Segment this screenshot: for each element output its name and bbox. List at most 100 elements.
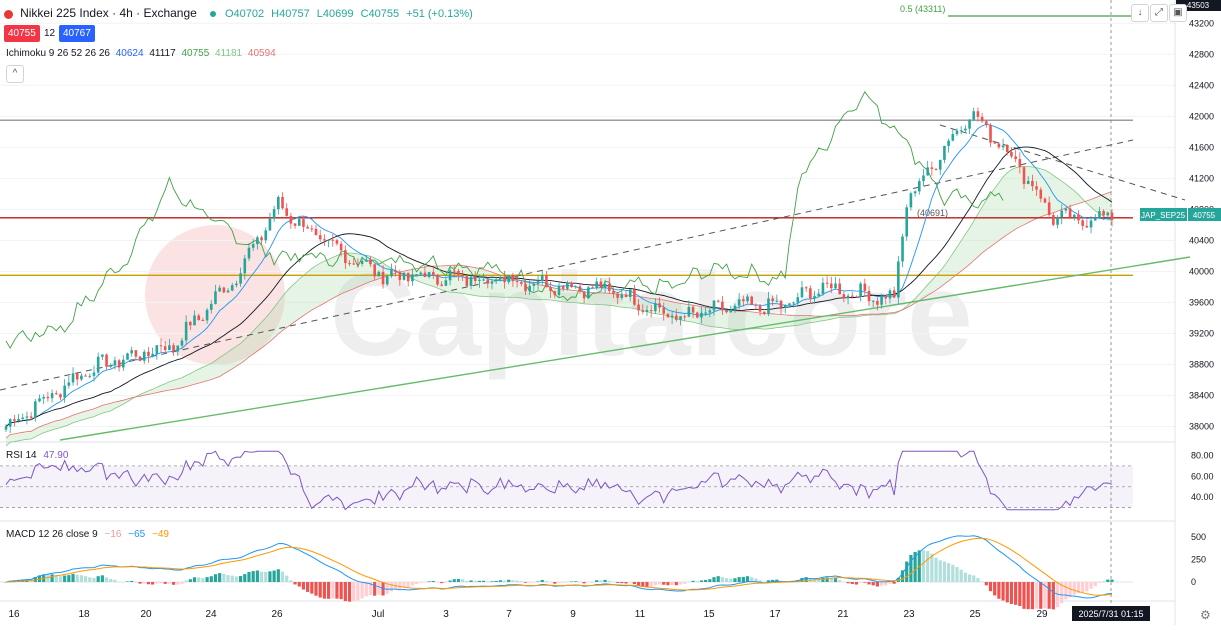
- macd-histogram-bar: [406, 582, 410, 588]
- candle-body: [959, 130, 963, 132]
- rsi-tick-label: 80.00: [1191, 450, 1214, 460]
- macd-histogram-bar: [490, 581, 494, 582]
- candle: [742, 295, 745, 307]
- macd-histogram-bar: [817, 579, 821, 582]
- ohlc-low: L40699: [316, 8, 354, 20]
- macd-histogram-bar: [921, 550, 926, 582]
- top-price-tag: [1176, 0, 1221, 11]
- candle: [490, 279, 494, 290]
- candle-body: [84, 375, 87, 377]
- axes: 4320042800424004200041600412004080040400…: [8, 0, 1221, 621]
- candle: [155, 345, 159, 360]
- candle-body: [1005, 145, 1009, 153]
- candle-body: [63, 385, 66, 398]
- macd-histogram-bar: [176, 582, 180, 585]
- collapse-legend-button[interactable]: ^: [6, 65, 24, 83]
- candle-body: [390, 270, 393, 277]
- macd-legend[interactable]: MACD 12 26 close 9 −16 −65 −49: [6, 529, 169, 540]
- macd-histogram-bar: [775, 579, 779, 582]
- macd-histogram-bar: [1014, 582, 1018, 605]
- macd-histogram-bar: [951, 564, 955, 582]
- candle: [591, 286, 594, 289]
- candle: [1068, 204, 1072, 220]
- candle: [1052, 212, 1055, 227]
- candle-body: [817, 293, 821, 297]
- candle-body: [1110, 212, 1114, 220]
- candle-body: [239, 273, 242, 284]
- candle-body: [126, 353, 129, 360]
- candle-body: [700, 312, 703, 318]
- macd-histogram-bar: [859, 582, 863, 583]
- candle: [746, 294, 749, 304]
- macd-histogram-bar: [549, 582, 553, 583]
- macd-histogram-bar: [440, 582, 444, 584]
- macd-histogram-bar: [590, 581, 595, 583]
- candle: [1026, 176, 1030, 185]
- candle-body: [779, 300, 783, 308]
- candle-body: [637, 304, 640, 311]
- candle: [25, 411, 29, 425]
- candle: [582, 290, 586, 304]
- rsi-legend[interactable]: RSI 14 47.90: [6, 450, 68, 461]
- candle-body: [180, 340, 184, 346]
- candle: [733, 303, 737, 313]
- candle-body: [859, 283, 862, 297]
- candle: [1077, 210, 1080, 224]
- candle-body: [268, 218, 272, 231]
- macd-histogram-bar: [892, 582, 896, 584]
- candle: [917, 178, 921, 195]
- macd-histogram-bar: [1043, 582, 1047, 609]
- sell-button[interactable]: 40755: [4, 25, 40, 42]
- candle-body: [1001, 145, 1005, 148]
- candle-body: [985, 121, 988, 126]
- macd-histogram-bar: [557, 582, 561, 583]
- price-tick-label: 40400: [1189, 235, 1214, 245]
- candle: [616, 292, 619, 305]
- macd-histogram-bar: [1097, 582, 1102, 583]
- macd-histogram-bar: [1064, 582, 1068, 600]
- date-tick-label: Jul: [372, 609, 385, 620]
- candle-body: [876, 300, 879, 305]
- candle: [989, 123, 992, 147]
- macd-histogram-bar: [389, 582, 394, 592]
- macd-histogram-bar: [385, 582, 389, 594]
- macd-histogram-bar: [875, 582, 879, 587]
- candle: [846, 293, 850, 305]
- candle: [189, 320, 192, 331]
- candle: [29, 412, 33, 421]
- candle: [754, 303, 758, 309]
- ichimoku-legend[interactable]: Ichimoku 9 26 52 26 26 40624 41117 40755…: [6, 48, 276, 59]
- candle: [318, 229, 322, 243]
- buy-button[interactable]: 40767: [59, 25, 95, 42]
- date-tick-label: 17: [769, 609, 781, 620]
- scroll-down-button[interactable]: ↓: [1131, 4, 1149, 22]
- maximize-button[interactable]: ⤢: [1150, 4, 1168, 22]
- macd-histogram-bar: [134, 581, 138, 583]
- candle: [587, 286, 590, 299]
- symbol-title[interactable]: Nikkei 225 Index · 4h · Exchange: [20, 6, 197, 20]
- candle-body: [649, 310, 653, 312]
- macd-histogram-bar: [1034, 582, 1039, 609]
- candle-body: [25, 416, 29, 418]
- candle-body: [1098, 211, 1101, 219]
- candle: [444, 276, 448, 287]
- candle: [50, 389, 54, 403]
- candle: [377, 270, 381, 277]
- candle-body: [197, 315, 201, 320]
- candle-body: [804, 287, 808, 289]
- candle: [38, 394, 41, 403]
- screenshot-button[interactable]: ▣: [1169, 4, 1187, 22]
- macd-histogram-bar: [599, 580, 603, 582]
- candle-body: [1039, 189, 1043, 199]
- candle: [293, 223, 297, 229]
- rsi-value: 47.90: [43, 450, 69, 461]
- candle: [46, 391, 50, 402]
- settings-gear-icon[interactable]: ⚙: [1200, 608, 1211, 622]
- candle: [687, 300, 691, 318]
- macd-histogram-bar: [1093, 582, 1097, 587]
- candle: [892, 286, 896, 299]
- candle: [557, 282, 561, 298]
- candle-body: [117, 360, 121, 368]
